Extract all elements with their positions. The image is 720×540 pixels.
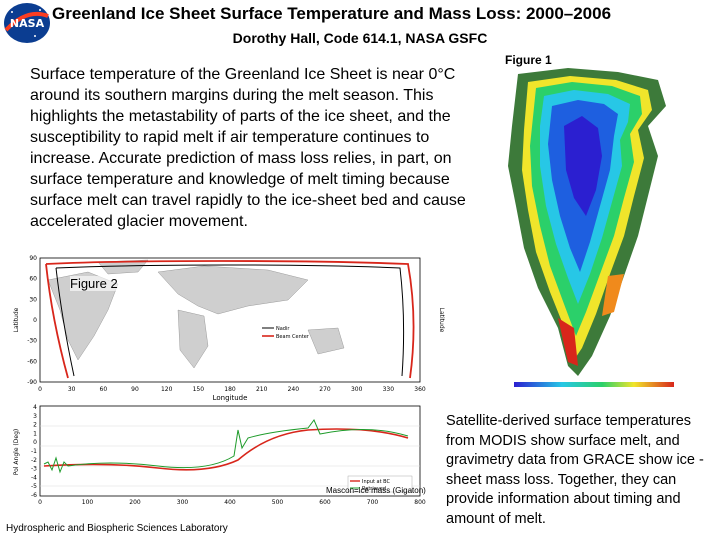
plot-x-tick: 800	[414, 499, 426, 506]
map-legend-beam-center: Beam Center	[276, 334, 310, 340]
plot-legend-retrieved: Retrieved	[362, 486, 386, 492]
nasa-logo: NASA	[4, 3, 50, 43]
caption-paragraph: Satellite-derived surface temperatures f…	[446, 413, 704, 527]
pol-angle-plot: Input at BC Retrieved 43210-1-2-3-4-5-6 …	[13, 404, 426, 506]
map-x-tick: 270	[319, 386, 331, 393]
page-title: Greenland Ice Sheet Surface Temperature …	[52, 4, 612, 23]
plot-x-label: Mascon=ice mass (Gigaton)	[326, 486, 426, 495]
map-x-tick: 360	[414, 386, 426, 393]
temperature-colorbar	[514, 382, 674, 387]
map-x-tick: 300	[351, 386, 363, 393]
map-x-tick: 150	[193, 386, 205, 393]
plot-y-tick: -6	[31, 492, 37, 499]
plot-y-tick: -5	[31, 483, 37, 490]
plot-y-tick: 3	[33, 413, 37, 420]
plot-legend-input: Input at BC	[362, 479, 390, 485]
map-x-tick: 60	[100, 386, 108, 393]
map-x-label: Longitude	[213, 394, 248, 402]
author-line: Dorothy Hall, Code 614.1, NASA GSFC	[232, 30, 488, 46]
plot-y-tick: -1	[31, 448, 37, 455]
map-x-tick: 0	[38, 386, 42, 393]
intro-paragraph: Surface temperature of the Greenland Ice…	[30, 66, 466, 230]
map-y-tick: 90	[29, 255, 37, 262]
map-x-tick: 330	[383, 386, 395, 393]
plot-x-tick: 500	[272, 499, 284, 506]
footer-lab-name: Hydrospheric and Biospheric Sciences Lab…	[6, 523, 228, 534]
map-y-tick: -60	[27, 358, 37, 365]
greenland-temperature-map	[508, 68, 666, 376]
map-x-tick: 120	[161, 386, 173, 393]
map-y-tick: -90	[27, 379, 37, 386]
map-x-tick: 180	[224, 386, 236, 393]
map-y-tick: 30	[29, 296, 37, 303]
map-legend-nadir: Nadir	[276, 326, 290, 332]
map-x-tick: 210	[256, 386, 268, 393]
map-x-tick: 240	[288, 386, 300, 393]
map-y-tick: 60	[29, 276, 37, 283]
plot-y-tick: -2	[31, 457, 37, 464]
plot-y-tick: -3	[31, 466, 37, 473]
plot-x-tick: 600	[319, 499, 331, 506]
plot-x-tick: 700	[367, 499, 379, 506]
plot-y-tick: 1	[33, 430, 37, 437]
map-x-tick: 30	[68, 386, 76, 393]
map-x-tick: 90	[131, 386, 139, 393]
plot-x-tick: 200	[129, 499, 141, 506]
plot-y-label: Pol Angle (Deg)	[13, 429, 20, 475]
plot-x-tick: 300	[177, 499, 189, 506]
ground-track-map: Nadir Beam Center 0 30 60 90 120 150 180 210 240…	[13, 255, 445, 402]
figure1-label: Figure 1	[505, 53, 552, 67]
plot-y-tick: -4	[31, 474, 37, 481]
logo-text: NASA	[10, 17, 45, 30]
map-y-tick: 0	[33, 317, 37, 324]
map-y-label: Latitude	[13, 307, 20, 332]
plot-x-tick: 100	[82, 499, 94, 506]
map-y-label-right: Latitude	[438, 308, 445, 333]
figure2-label: Figure 2	[70, 276, 118, 291]
plot-x-tick: 400	[224, 499, 236, 506]
plot-x-tick: 0	[38, 499, 42, 506]
map-y-tick: -30	[27, 338, 37, 345]
plot-y-tick: 2	[33, 422, 37, 429]
plot-y-tick: 0	[33, 439, 37, 446]
plot-y-tick: 4	[33, 404, 37, 411]
